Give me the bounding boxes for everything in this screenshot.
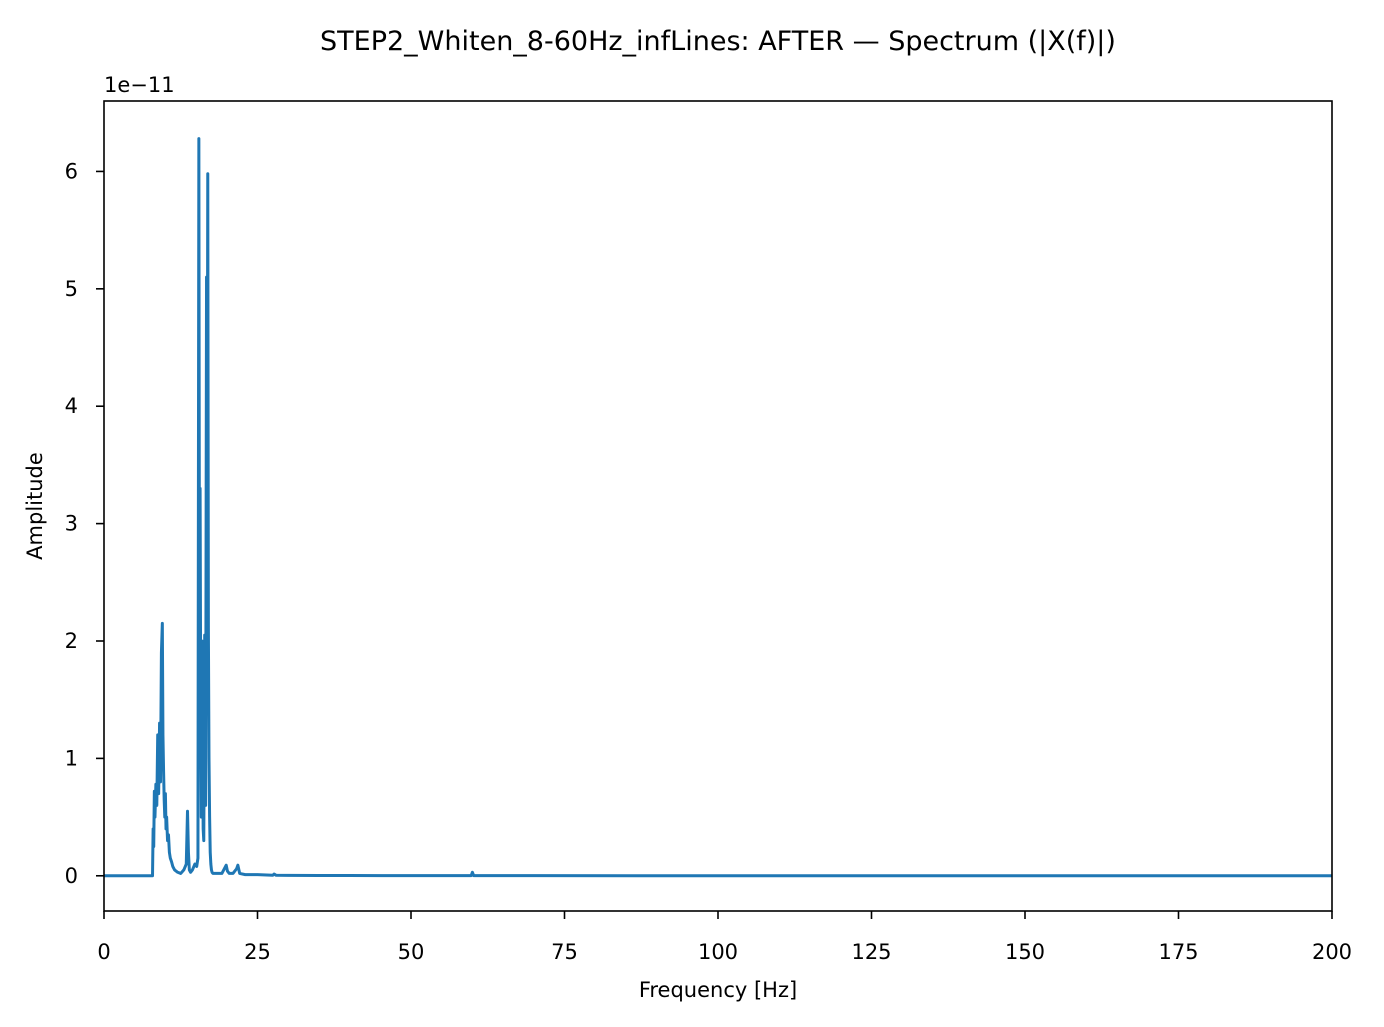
y-axis-label: Amplitude	[23, 452, 47, 560]
x-axis-label: Frequency [Hz]	[639, 978, 797, 1002]
plot-area	[104, 137, 1332, 878]
x-tick-label: 150	[1005, 940, 1045, 964]
x-tick-label: 200	[1312, 940, 1352, 964]
x-tick-label: 100	[698, 940, 738, 964]
x-tick-label: 125	[851, 940, 891, 964]
x-tick-label: 50	[398, 940, 425, 964]
x-axis-ticks: 0 25 50 75 100 125 150 175 200	[97, 911, 1352, 964]
chart-title: STEP2_Whiten_8-60Hz_infLines: AFTER — Sp…	[320, 26, 1116, 57]
y-tick-label: 3	[65, 512, 78, 536]
x-tick-label: 75	[551, 940, 578, 964]
x-tick-label: 175	[1158, 940, 1198, 964]
y-tick-label: 2	[65, 629, 78, 653]
y-tick-label: 4	[65, 394, 78, 418]
y-tick-label: 5	[65, 277, 78, 301]
x-tick-label: 0	[97, 940, 110, 964]
axes-frame	[103, 100, 1333, 912]
y-axis-ticks: 0 1 2 3 4 5 6	[65, 159, 104, 888]
y-tick-label: 0	[65, 864, 78, 888]
series-line-0	[104, 137, 1332, 878]
y-axis-offset-label: 1e−11	[104, 73, 175, 97]
x-tick-label: 25	[244, 940, 271, 964]
y-tick-label: 1	[65, 746, 78, 770]
y-tick-label: 6	[65, 159, 78, 183]
